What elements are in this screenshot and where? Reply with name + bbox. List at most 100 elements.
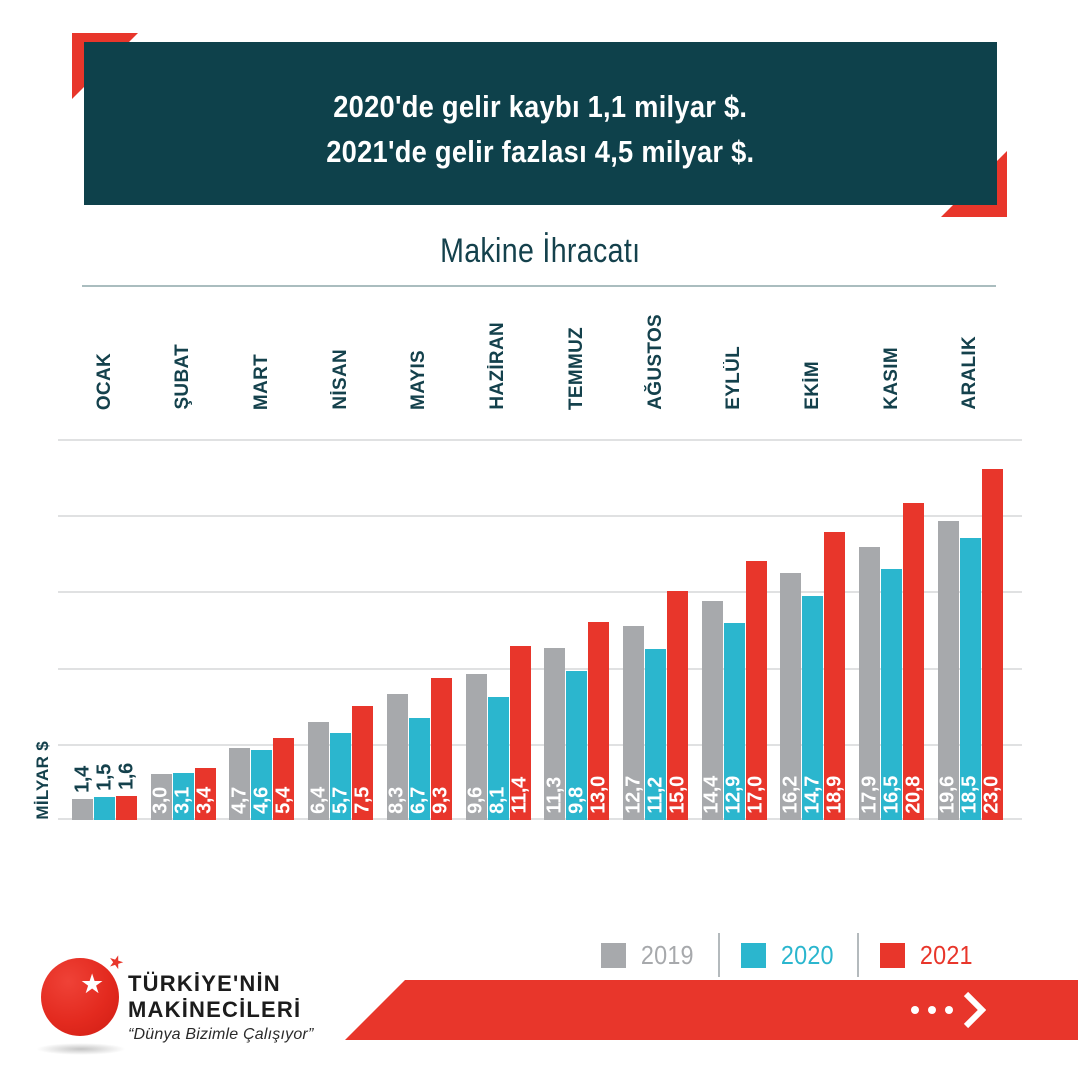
bar-2021-aralık: 23,0 [980, 469, 1003, 820]
bar-value-label: 3,4 [193, 787, 216, 814]
bar-2019-ağustos: 12,7 [622, 626, 645, 820]
bar-value-label: 5,4 [272, 787, 295, 814]
legend-item-2021: 2021 [880, 940, 976, 971]
dot-icon [928, 1006, 936, 1014]
chart-legend: 2019 2020 2021 [601, 931, 976, 979]
month-label-6: HAZİRAN [487, 322, 509, 410]
bar-value-label: 11,2 [644, 777, 667, 814]
bar-2020-temmuz: 9,8 [565, 671, 588, 820]
bar-value-label: 15,0 [666, 776, 689, 814]
bar-value-label: 9,8 [565, 787, 588, 814]
bar-value-label: 23,0 [980, 776, 1003, 814]
bar-2021-eylül: 17,0 [744, 561, 767, 820]
bar-value-label: 3,1 [171, 787, 194, 814]
bar-value-label: 8,3 [385, 787, 408, 814]
bar-value-label: 4,7 [228, 787, 251, 814]
bar-value-label: 20,8 [902, 776, 925, 814]
brand-name-line-2: MAKİNECİLERİ [128, 997, 302, 1022]
bar-value-label: 7,5 [351, 787, 374, 814]
brand-name-line-1: TÜRKİYE'NİN [128, 971, 281, 996]
bar-group-6: 9,6 8,1 11,4 [464, 646, 531, 820]
dot-icon [911, 1006, 919, 1014]
bar-group-8: 12,7 11,2 15,0 [622, 591, 689, 820]
gridline [58, 818, 1022, 820]
bar-2019-nisan: 6,4 [307, 722, 330, 820]
bar-2020-nisan: 5,7 [329, 733, 352, 820]
bar-value-label: 16,5 [880, 776, 903, 814]
gridline [58, 667, 1022, 670]
bar-2020-şubat: 3,1 [171, 773, 194, 820]
bar-2020-ekim: 14,7 [801, 596, 824, 820]
bar-value-label: 17,0 [744, 776, 767, 814]
bar-value-label: 1,5 [93, 764, 115, 791]
month-axis-labels: OCAK ŞUBAT MART NİSAN MAYIS HAZİRAN TEMMUZ AĞUS… [72, 305, 1003, 410]
bar-value-label: 18,5 [958, 776, 981, 814]
bar-groups: 1,4 1,5 1,6 3,0 3,1 3,4 4,7 4,6 5,4 6,4 5,7 7,5 8,3 6… [71, 439, 1003, 820]
bar-value-label: 18,9 [823, 776, 846, 814]
y-axis-title: MİLYAR $ [33, 741, 52, 820]
bar-2021-haziran: 11,4 [509, 646, 531, 820]
plot-area [58, 439, 1022, 820]
bar-2019-eylül: 14,4 [701, 601, 723, 820]
bar-2020-mayıs: 6,7 [407, 718, 430, 820]
gridline [58, 743, 1022, 746]
legend-item-2019: 2019 [601, 940, 697, 971]
bar-2019-haziran: 9,6 [464, 674, 487, 820]
bar-2021-mart: 5,4 [272, 738, 295, 820]
bar-value-label: 9,6 [464, 787, 487, 814]
bar-value-label: 1,4 [71, 766, 93, 793]
month-label-4: NİSAN [329, 349, 351, 410]
legend-label: 2019 [641, 939, 694, 970]
bar-2021-mayıs: 9,3 [429, 678, 452, 820]
legend-swatch-2021 [880, 942, 906, 968]
bar-value-label: 16,2 [779, 776, 802, 814]
month-label-11: KASIM [880, 347, 902, 410]
dot-icon [945, 1006, 953, 1014]
legend-label: 2021 [920, 939, 974, 970]
month-label-5: MAYIS [408, 350, 430, 410]
legend-divider [717, 933, 720, 977]
bar-2020-eylül: 12,9 [723, 623, 745, 820]
bar-group-11: 17,9 16,5 20,8 [858, 503, 925, 820]
month-label-8: AĞUSTOS [644, 314, 666, 410]
bar-value-label: 8,1 [486, 787, 509, 814]
next-arrow-icon[interactable] [911, 980, 986, 1040]
title-divider-line [82, 285, 996, 287]
bar-value-label: 19,6 [936, 776, 959, 814]
month-label-9: EYLÜL [723, 346, 745, 410]
gridline [58, 591, 1022, 594]
legend-divider [857, 933, 860, 977]
bar-2021-nisan: 7,5 [351, 706, 374, 820]
month-label-3: MART [250, 353, 272, 410]
bar-2021-şubat: 3,4 [193, 768, 216, 820]
star-icon-red: ★ [105, 949, 127, 975]
chart-title: Makine İhracatı [439, 232, 641, 270]
brand-text-block: TÜRKİYE'NİN MAKİNECİLERİ “Dünya Bizimle … [128, 971, 313, 1044]
bar-2019-mart: 4,7 [228, 748, 251, 820]
bar-2021-ekim: 18,9 [823, 532, 846, 820]
bar-2021-ocak: 1,6 [115, 763, 137, 820]
bar-group-10: 16,2 14,7 18,9 [779, 532, 846, 820]
bar-value-label: 11,3 [543, 777, 566, 814]
bar-2019-aralık: 19,6 [936, 521, 959, 820]
bar-value-label: 6,4 [307, 787, 330, 814]
bar-group-4: 6,4 5,7 7,5 [307, 706, 374, 820]
bar-group-12: 19,6 18,5 23,0 [936, 469, 1003, 820]
footer-ribbon [345, 980, 1078, 1040]
bar-value-label: 6,7 [407, 787, 430, 814]
bar-2020-kasım: 16,5 [880, 569, 903, 820]
month-label-1: OCAK [93, 352, 115, 410]
bar-value-label: 13,0 [587, 776, 610, 814]
bar-value-label: 1,6 [115, 763, 137, 790]
bar-2019-temmuz: 11,3 [543, 648, 566, 820]
bar-2020-mart: 4,6 [250, 750, 273, 820]
bar-value-label: 3,0 [149, 787, 172, 814]
month-label-7: TEMMUZ [565, 326, 587, 410]
bar-group-7: 11,3 9,8 13,0 [543, 622, 610, 820]
bar-value-label: 9,3 [429, 787, 452, 814]
bar-2021-kasım: 20,8 [902, 503, 925, 820]
bar-2019-şubat: 3,0 [149, 774, 172, 820]
month-label-12: ARALIK [959, 336, 981, 410]
legend-swatch-2019 [601, 942, 627, 968]
bar-value-label: 14,7 [801, 776, 824, 814]
